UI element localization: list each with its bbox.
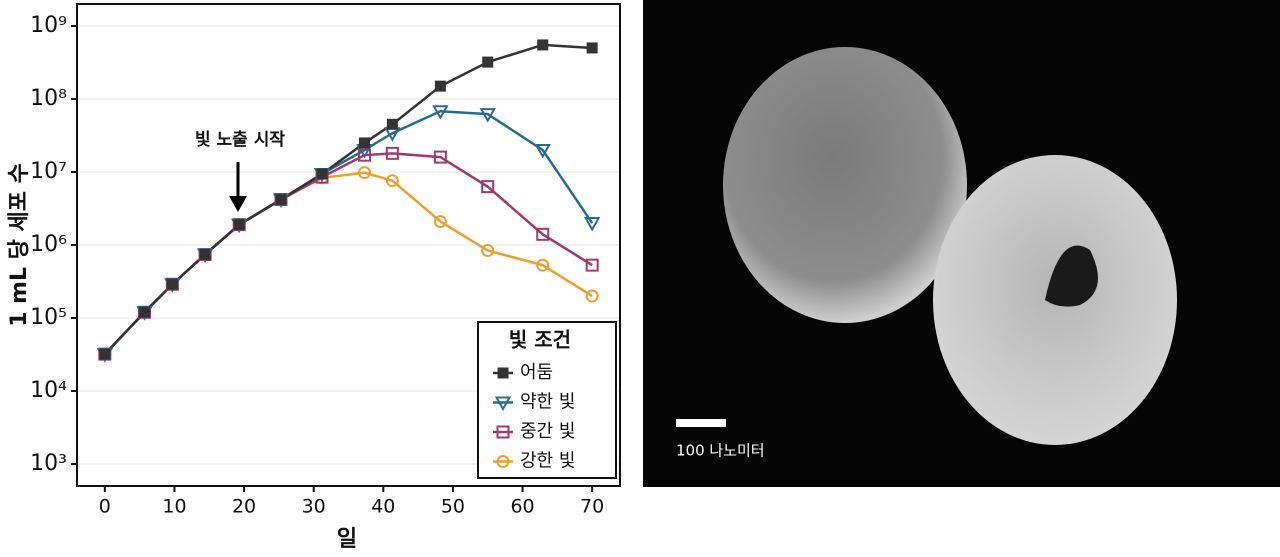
marker [385,146,399,160]
marker [482,56,494,68]
legend-label: 중간 빛 [520,421,575,442]
marker [586,42,598,54]
marker [585,289,599,303]
x-tick-label: 60 [510,496,534,518]
x-tick-label: 40 [371,496,395,518]
y-tick-label: 10⁹ [30,13,67,38]
series-line [103,43,593,355]
x-tick-label: 0 [99,496,111,518]
cell-cavity [1045,245,1098,307]
marker [583,217,601,232]
marker [359,137,371,149]
marker [386,118,398,130]
marker [536,227,550,241]
cell [723,47,967,323]
marker [497,367,509,379]
marker [479,108,496,123]
marker [536,258,550,272]
y-tick-label: 10⁸ [30,86,67,111]
legend-label: 어둠 [520,362,553,383]
marker [432,105,449,120]
marker [316,168,328,180]
marker [496,455,510,468]
marker [233,219,245,231]
y-tick-label: 10⁵ [30,305,67,330]
y-axis-label: 1 mL 당 세포 수 [7,163,32,327]
y-tick-label: 10⁶ [30,232,67,257]
scale-bar-label: 100 나노미터 [676,442,765,460]
x-tick-label: 20 [232,496,256,518]
legend-title: 빛 조건 [509,328,571,352]
marker [585,258,599,272]
x-tick-label: 30 [302,496,326,518]
plot [77,25,620,465]
x-tick-label: 50 [441,496,465,518]
marker [358,166,372,180]
marker [139,306,151,318]
marker [385,174,399,188]
y-tick-label: 10³ [30,451,67,476]
annotation-arrowhead [229,196,247,212]
marker [496,425,510,439]
marker [534,144,551,159]
x-axis-label: 일 [337,527,357,552]
marker [481,180,495,194]
marker [99,348,111,360]
y-tick-label: 10⁴ [30,378,67,403]
marker [275,193,287,205]
marker [494,396,512,412]
marker [537,39,549,51]
marker [199,249,211,261]
annotation: 빛 노출 시작 [195,130,285,150]
x-tick-label: 70 [580,496,604,518]
marker [481,244,495,258]
x-tick-label: 10 [162,496,186,518]
marker [166,278,178,290]
marker [433,150,447,164]
marker [358,148,372,162]
marker [434,80,446,92]
legend [477,321,617,479]
y-tick-label: 10⁷ [30,159,67,184]
marker [433,214,447,228]
legend-label: 약한 빛 [520,392,575,413]
scale-bar [676,419,726,427]
legend-label: 강한 빛 [520,451,575,472]
